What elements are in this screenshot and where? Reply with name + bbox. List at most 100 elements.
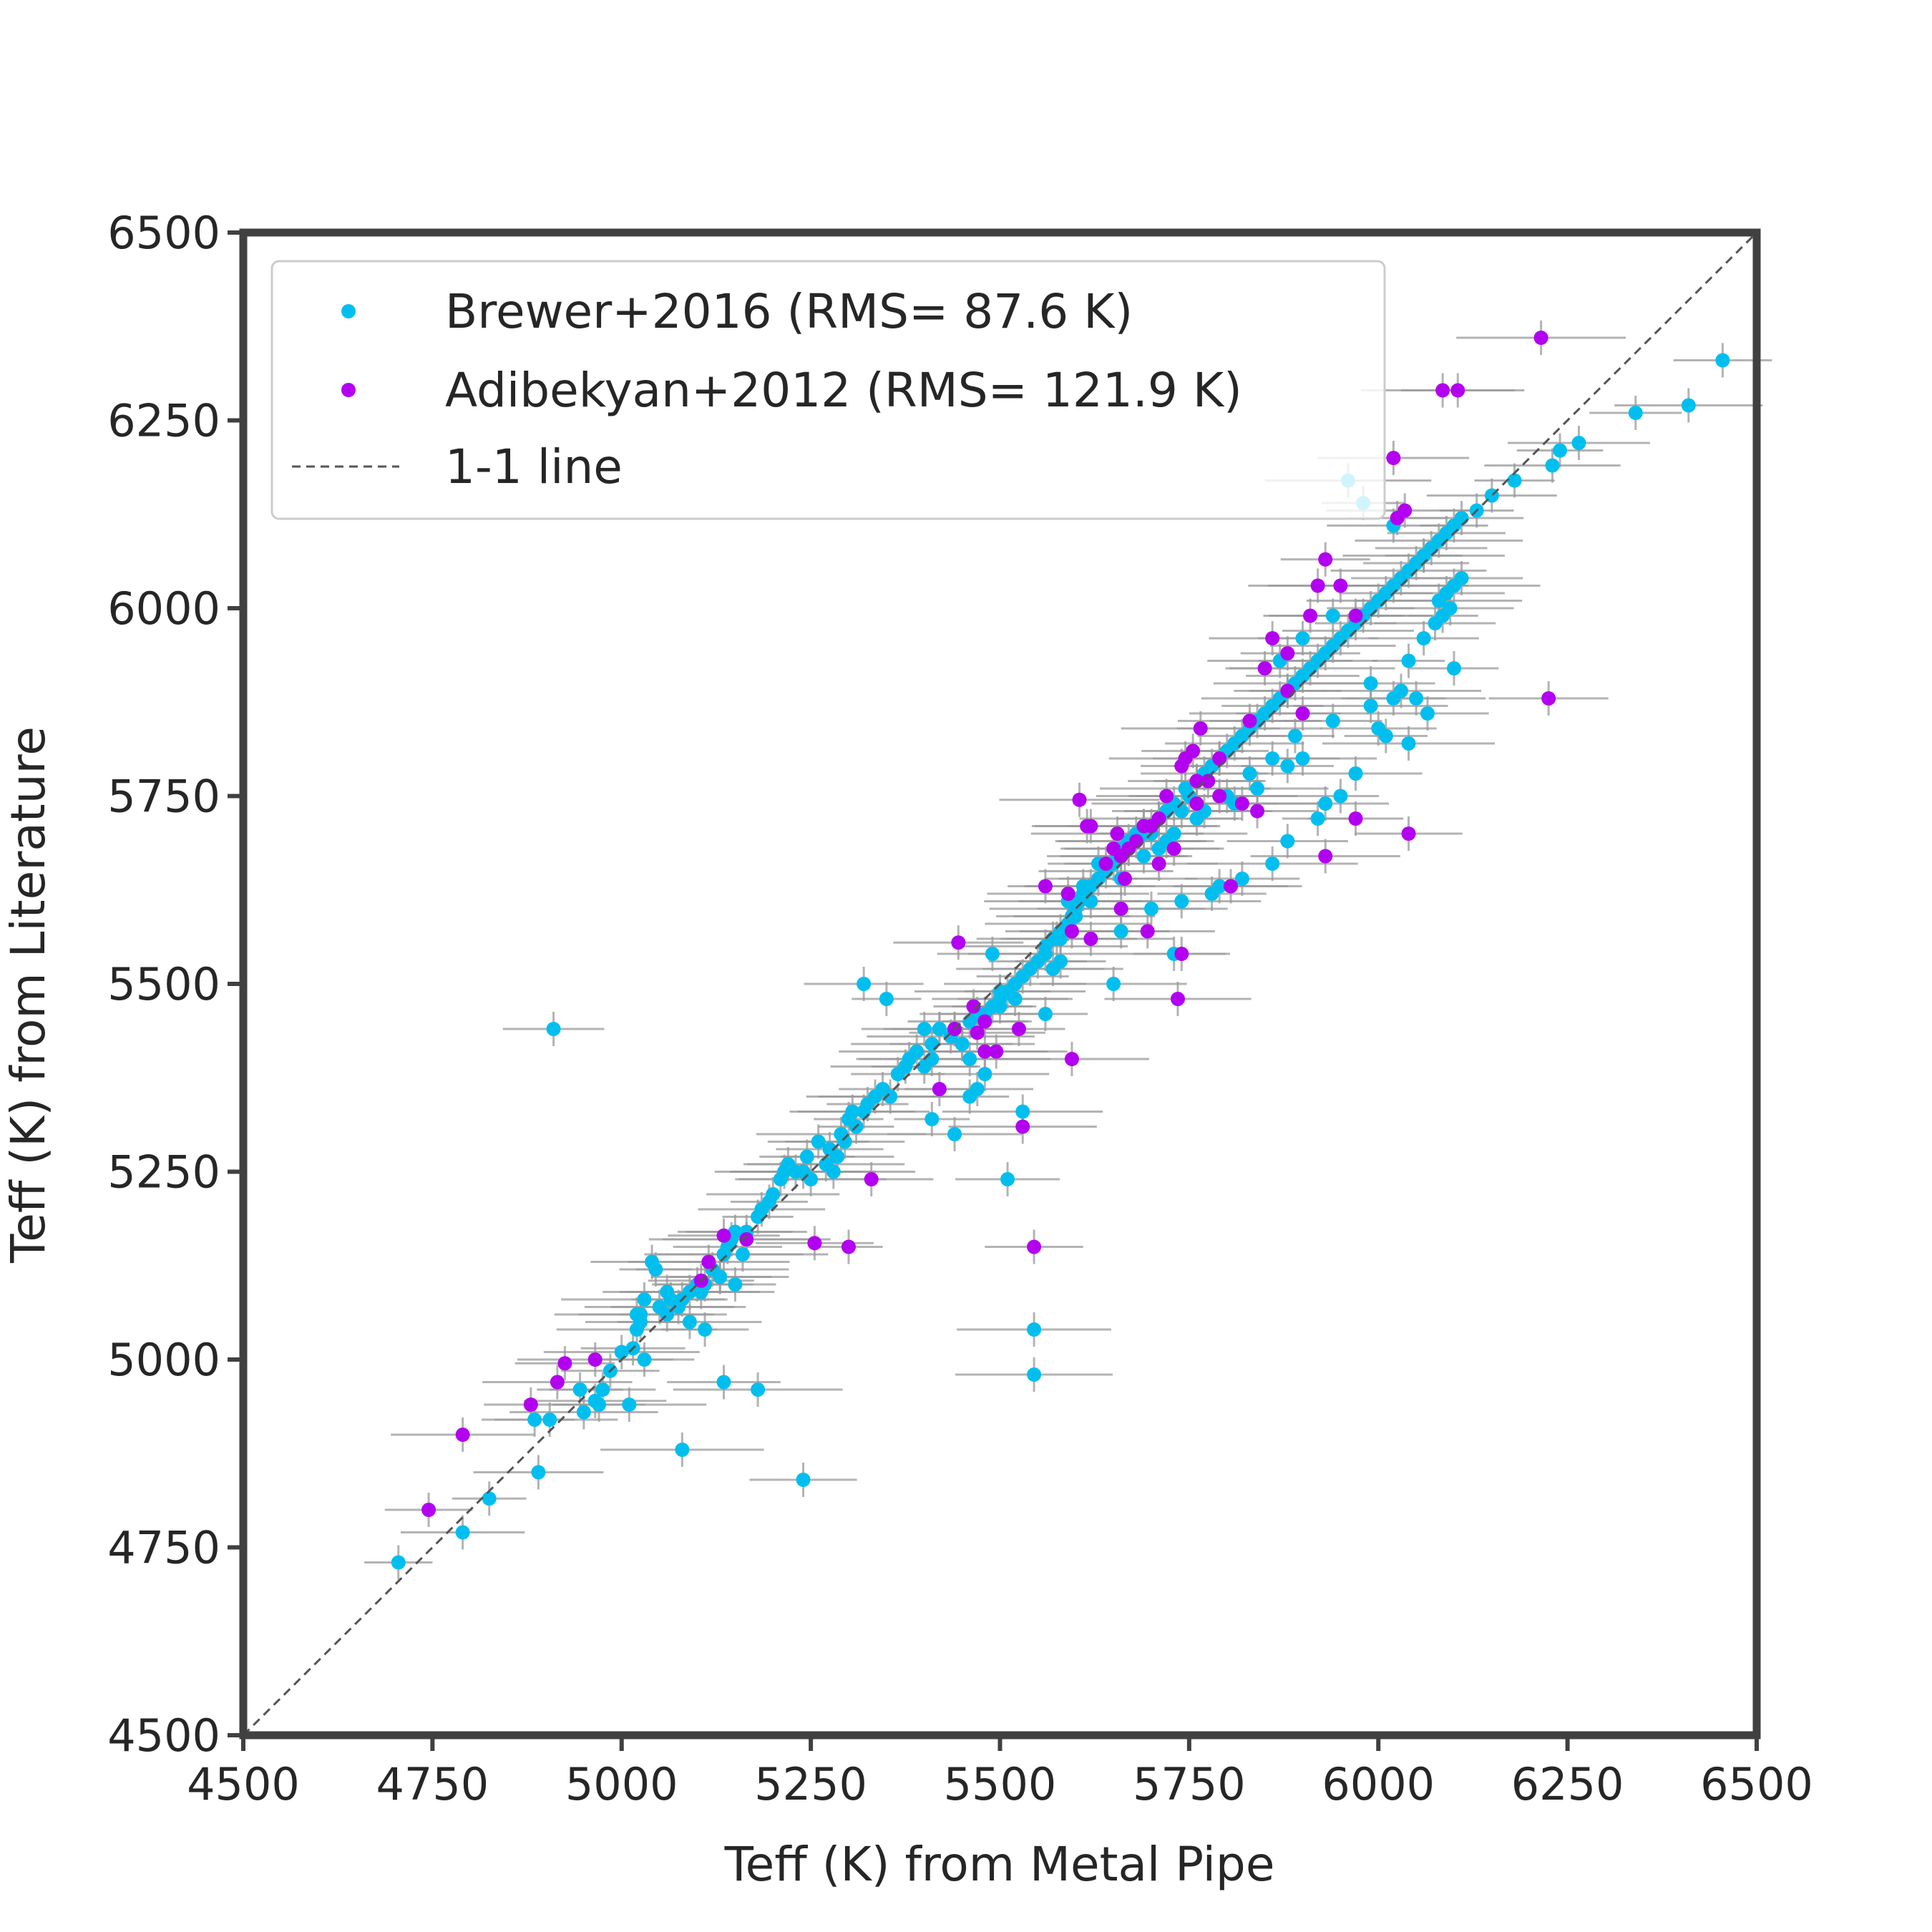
adibekyan-point <box>977 1044 992 1059</box>
adibekyan-point <box>1333 578 1348 593</box>
brewer-point <box>1363 676 1378 691</box>
brewer-point <box>947 1127 962 1141</box>
adibekyan-point <box>864 1172 879 1186</box>
adibekyan-point <box>1189 796 1204 811</box>
adibekyan-point <box>1064 1052 1079 1066</box>
legend-label: Brewer+2016 (RMS= 87.6 K) <box>445 284 1133 339</box>
brewer-point <box>932 1022 947 1036</box>
data-points <box>391 331 1730 1570</box>
adibekyan-point <box>1015 1119 1030 1134</box>
brewer-point <box>917 1022 932 1036</box>
brewer-point <box>1628 406 1643 420</box>
brewer-point <box>845 1104 860 1119</box>
brewer-point <box>1553 443 1568 458</box>
y-tick-label: 5250 <box>107 1146 220 1199</box>
brewer-point <box>1318 796 1333 811</box>
brewer-point <box>1571 436 1586 450</box>
brewer-point <box>1295 631 1310 645</box>
brewer-point <box>1166 826 1181 841</box>
brewer-point <box>1378 728 1393 743</box>
adibekyan-point <box>807 1236 822 1251</box>
brewer-point <box>977 1067 992 1081</box>
brewer-point <box>1212 879 1227 894</box>
brewer-point <box>735 1247 750 1262</box>
adibekyan-point <box>455 1428 470 1442</box>
brewer-point <box>1310 811 1325 826</box>
adibekyan-point <box>1151 857 1166 871</box>
y-tick-label: 4500 <box>107 1709 220 1762</box>
brewer-point <box>811 1134 826 1149</box>
adibekyan-point <box>977 1014 992 1029</box>
adibekyan-point <box>1295 706 1310 721</box>
brewer-point <box>826 1164 841 1179</box>
brewer-point <box>527 1413 542 1427</box>
brewer-point <box>1027 1322 1042 1337</box>
x-axis-title: Teff (K) from Metal Pipe <box>724 1837 1275 1892</box>
brewer-point <box>1144 902 1158 916</box>
adibekyan-point <box>1386 451 1401 465</box>
adibekyan-point <box>1113 902 1128 916</box>
brewer-point <box>675 1443 690 1457</box>
adibekyan-point <box>1064 924 1079 939</box>
brewer-point <box>728 1277 743 1292</box>
brewer-point <box>1053 932 1068 946</box>
adibekyan-point <box>1027 1239 1042 1254</box>
adibekyan-point <box>1083 932 1098 946</box>
brewer-point <box>1113 924 1128 939</box>
adibekyan-point <box>587 1352 602 1367</box>
adibekyan-point <box>1117 872 1132 886</box>
legend: Brewer+2016 (RMS= 87.6 K) Adibekyan+2012 … <box>270 260 1386 520</box>
x-tick-label: 5000 <box>565 1758 678 1810</box>
adibekyan-point <box>1174 758 1189 774</box>
brewer-point <box>1038 1007 1053 1021</box>
brewer-point <box>633 1307 648 1322</box>
brewer-point <box>992 999 1008 1014</box>
brewer-point <box>796 1473 811 1487</box>
y-axis-ticks: 4500 4750 5000 5250 5500 5750 6000 6250 6500 <box>107 207 243 1762</box>
brewer-point <box>716 1375 731 1390</box>
adibekyan-point <box>1224 879 1239 894</box>
brewer-point <box>1265 857 1280 871</box>
adibekyan-point <box>1450 383 1465 398</box>
adibekyan-point <box>1318 552 1333 567</box>
brewer-point <box>1189 811 1204 826</box>
adibekyan-point <box>1401 826 1416 841</box>
brewer-point <box>595 1382 610 1397</box>
brewer-point <box>455 1525 470 1540</box>
brewer-point <box>1106 977 1121 991</box>
x-tick-label: 4500 <box>187 1758 300 1810</box>
brewer-point <box>924 1112 940 1126</box>
brewer-point <box>1280 758 1295 774</box>
adibekyan-point <box>970 1025 985 1040</box>
x-tick-label: 5500 <box>944 1758 1057 1810</box>
y-tick-label: 5000 <box>107 1334 220 1386</box>
brewer-point <box>1325 608 1340 623</box>
brewer-point <box>648 1262 663 1277</box>
brewer-point <box>1393 683 1408 698</box>
brewer-point <box>391 1555 406 1570</box>
one-to-one-line <box>242 231 1758 1737</box>
adibekyan-point <box>1303 608 1318 623</box>
brewer-point <box>622 1397 637 1412</box>
adibekyan-point <box>1038 879 1053 894</box>
brewer-point <box>1234 872 1249 886</box>
adibekyan-point <box>989 1044 1004 1059</box>
brewer-point <box>1008 992 1023 1006</box>
brewer-point <box>1136 849 1151 864</box>
brewer-point <box>1015 1104 1030 1119</box>
brewer-point <box>682 1314 697 1330</box>
x-tick-label: 5750 <box>1133 1758 1246 1810</box>
brewer-point <box>637 1292 652 1307</box>
brewer-point <box>1053 954 1068 969</box>
brewer-point <box>1325 713 1340 728</box>
brewer-point <box>572 1382 587 1397</box>
brewer-point <box>830 1149 845 1164</box>
brewer-point <box>883 1089 898 1104</box>
adibekyan-point <box>1250 804 1265 819</box>
adibekyan-point <box>1011 1022 1026 1036</box>
brewer-point <box>799 1149 814 1164</box>
brewer-point <box>1075 879 1091 894</box>
y-tick-label: 6250 <box>107 395 220 447</box>
brewer-point <box>804 1172 819 1186</box>
